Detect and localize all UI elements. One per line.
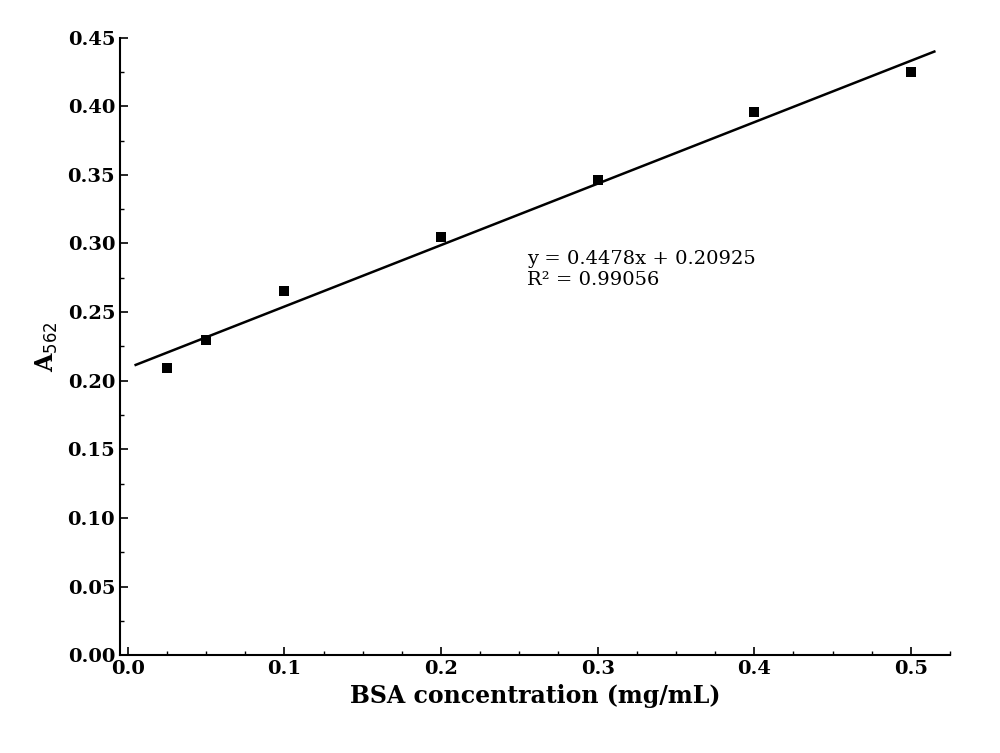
Point xyxy=(903,66,919,78)
Point xyxy=(433,230,449,242)
Point xyxy=(746,105,762,117)
Point xyxy=(276,285,292,297)
Y-axis label: A$_{562}$: A$_{562}$ xyxy=(34,321,60,372)
Point xyxy=(159,362,175,374)
Text: y = 0.4478x + 0.20925
R² = 0.99056: y = 0.4478x + 0.20925 R² = 0.99056 xyxy=(527,250,756,289)
Point xyxy=(590,175,606,187)
Point xyxy=(198,334,214,346)
X-axis label: BSA concentration (mg/mL): BSA concentration (mg/mL) xyxy=(350,684,720,708)
